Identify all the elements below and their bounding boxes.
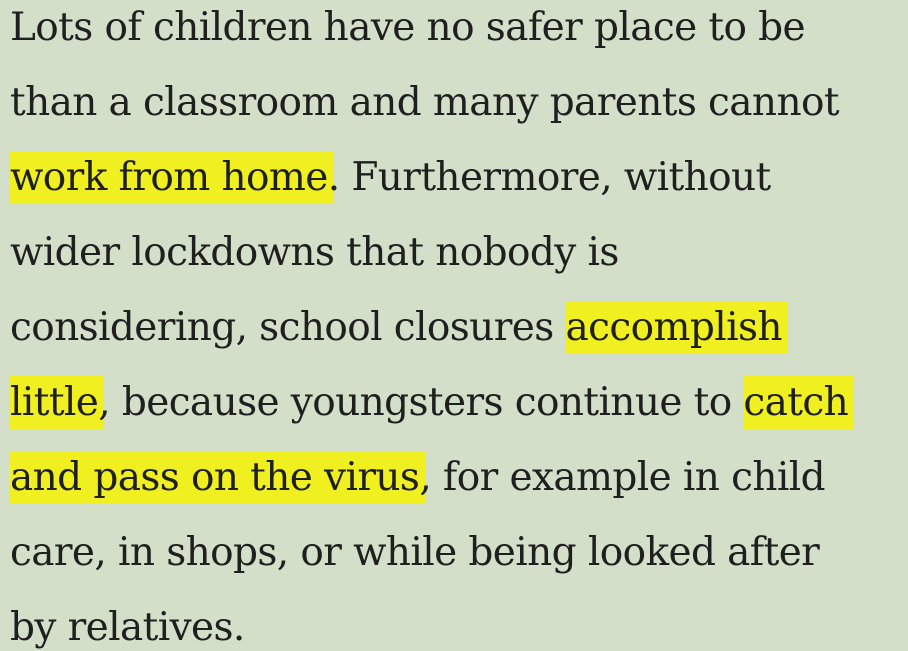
text-segment: . Furthermore, without (327, 155, 771, 200)
text-line-8: care, in shops, or while being looked af… (10, 527, 820, 579)
text-line-6: little, because youngsters continue to c… (10, 376, 855, 429)
highlighted-text: little (10, 376, 105, 429)
highlighted-text: and pass on the virus (10, 451, 426, 504)
text-segment: by relatives. (10, 605, 245, 650)
text-segment: wider lockdowns that nobody is (10, 230, 619, 275)
text-segment: , because youngsters continue to (98, 380, 744, 425)
highlighted-text: work from home (10, 151, 334, 204)
highlighted-text: accomplish (565, 301, 788, 354)
text-segment: Lots of children have no safer place to … (10, 5, 806, 50)
text-line-1: Lots of children have no safer place to … (10, 2, 806, 54)
text-line-5: considering, school closures accomplish (10, 301, 788, 354)
text-segment: care, in shops, or while being looked af… (10, 530, 820, 575)
text-line-4: wider lockdowns that nobody is (10, 227, 619, 279)
text-segment: than a classroom and many parents cannot (10, 80, 840, 125)
text-line-7: and pass on the virus, for example in ch… (10, 451, 826, 504)
text-segment: , for example in child (419, 455, 825, 500)
text-line-9: by relatives. (10, 602, 245, 651)
text-line-3: work from home. Furthermore, without (10, 151, 771, 204)
text-segment: considering, school closures (10, 305, 566, 350)
highlighted-text: catch (743, 376, 855, 429)
text-line-2: than a classroom and many parents cannot (10, 77, 840, 129)
